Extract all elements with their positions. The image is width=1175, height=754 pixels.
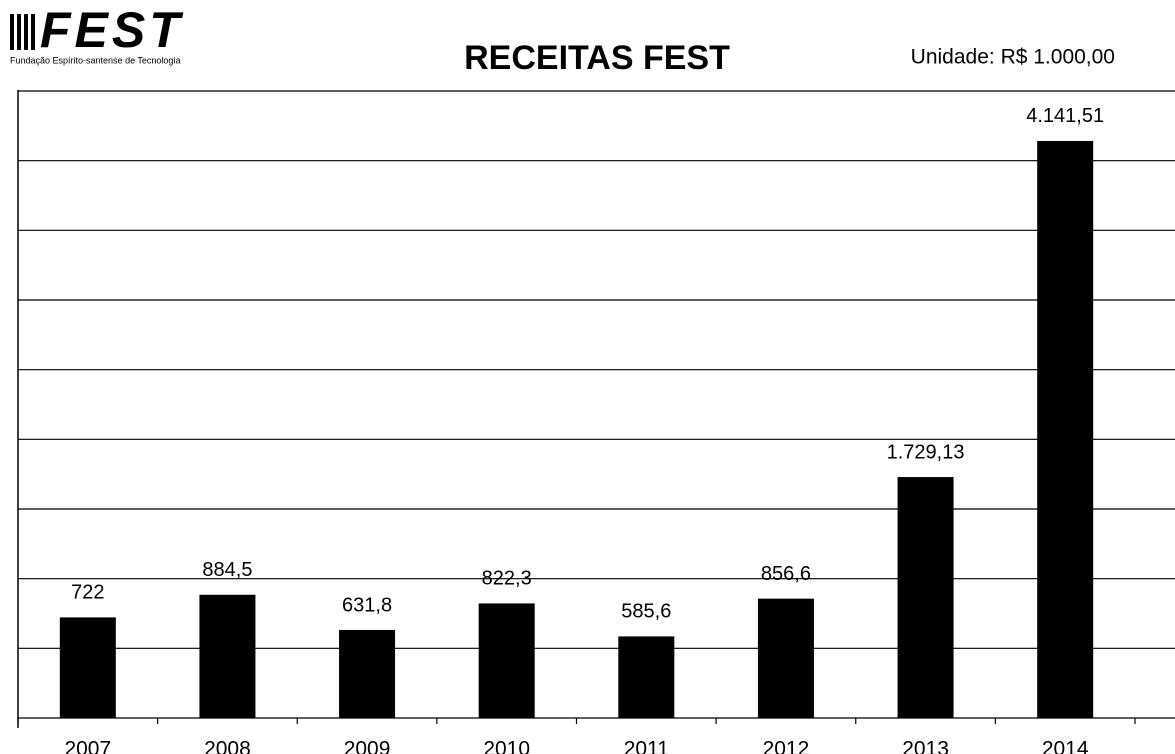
- bar: [897, 477, 954, 718]
- x-tick-label: 2008: [204, 738, 251, 754]
- bar: [757, 598, 814, 718]
- logo-bar: [24, 14, 28, 50]
- bar: [59, 617, 116, 718]
- logo-bar: [31, 14, 35, 50]
- value-label: 884,5: [202, 559, 252, 581]
- x-tick-label: 2013: [902, 738, 949, 754]
- x-tick-label: 2009: [344, 738, 391, 754]
- chart-title: RECEITAS FEST: [464, 39, 730, 77]
- x-tick-label: 2010: [483, 738, 530, 754]
- chart-subtitle: Unidade: R$ 1.000,00: [911, 46, 1115, 69]
- x-tick-label: 2012: [763, 738, 810, 754]
- logo-tagline: Fundação Espírito-santense de Tecnologia: [10, 55, 180, 65]
- value-label: 4.141,51: [1026, 105, 1104, 127]
- bar: [1037, 140, 1094, 719]
- logo: FEST Fundação Espírito-santense de Tecno…: [10, 2, 184, 65]
- bar: [339, 629, 396, 718]
- value-label: 1.729,13: [887, 441, 965, 463]
- x-tick-label: 2011: [624, 738, 669, 754]
- logo-bar: [10, 14, 14, 50]
- bar: [618, 636, 675, 718]
- logo-name: FEST: [40, 2, 184, 58]
- logo-bar: [17, 14, 21, 50]
- value-label: 585,6: [621, 601, 671, 623]
- value-label: 856,6: [761, 563, 811, 585]
- value-label: 631,8: [342, 594, 392, 616]
- value-label: 822,3: [482, 568, 532, 590]
- bar: [199, 594, 256, 718]
- value-label: 722: [71, 582, 104, 604]
- bar: [478, 603, 535, 718]
- x-tick-label: 2014: [1042, 738, 1089, 754]
- x-tick-label: 2007: [64, 738, 111, 754]
